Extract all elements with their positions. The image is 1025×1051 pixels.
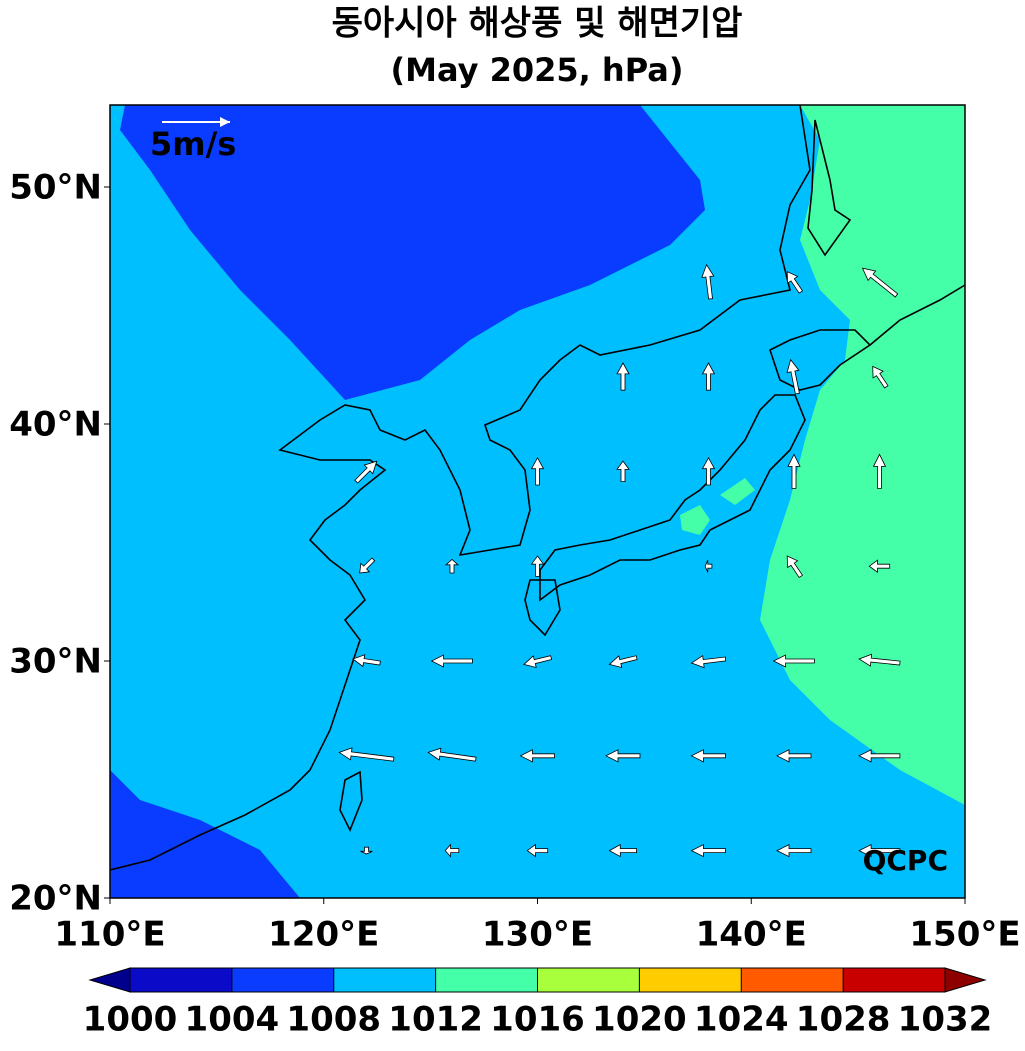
wind-vector (786, 358, 800, 395)
wind-vector (701, 362, 716, 391)
wind-vector (772, 654, 815, 668)
wind-vector (704, 560, 713, 573)
wind-vector (444, 558, 460, 574)
coastline (339, 770, 363, 832)
colorbar-bin (843, 968, 945, 992)
colorbar-under (88, 967, 131, 993)
wind-vector (608, 843, 637, 858)
colorbar-label: 1008 (286, 1000, 381, 1040)
wind-vector (354, 460, 378, 484)
colorbar-bin (130, 968, 232, 992)
coastline (539, 394, 806, 602)
title: 동아시아 해상풍 및 해면기압 (332, 4, 743, 44)
colorbar-label: 1024 (694, 1000, 789, 1040)
coastline (807, 119, 852, 257)
wind-vector (701, 456, 716, 486)
colorbar-label: 1004 (185, 1000, 280, 1040)
wind-vector (444, 843, 460, 858)
colorbar-over (944, 967, 987, 993)
pressure-region (680, 478, 755, 535)
wind-vector (776, 843, 812, 858)
coastline (524, 579, 561, 637)
wind-vector (352, 654, 381, 668)
reference-label: 5m/s (150, 125, 236, 163)
wind-vector (690, 655, 727, 669)
credit: QCPC (863, 844, 948, 877)
wind-vector (605, 749, 641, 763)
wind-vector (868, 559, 891, 573)
wind-vector (858, 749, 901, 763)
pressure-region (110, 770, 300, 898)
pressure-region (760, 105, 965, 805)
wind-vector (608, 655, 638, 669)
lon-tick-label: 110°E (54, 915, 165, 955)
wind-vector (858, 843, 901, 858)
wind-vector (530, 456, 545, 486)
colorbar: 1000 1004 1008 1012 1016 1020 1024 1028 1032 (83, 967, 993, 1040)
wind-vector (519, 749, 555, 763)
colorbar-label: 1020 (592, 1000, 687, 1040)
wind-vector (616, 460, 630, 483)
coastline (869, 284, 965, 346)
map-area (110, 105, 965, 898)
wind-vector (530, 555, 545, 577)
reference-arrow-head (220, 117, 230, 127)
colorbar-label: 1000 (83, 1000, 178, 1040)
wind-vector (526, 843, 549, 858)
colorbar-label: 1028 (796, 1000, 891, 1040)
colorbar-label: 1016 (490, 1000, 585, 1040)
wind-vector (872, 453, 887, 489)
colorbar-bin (435, 968, 538, 992)
colorbar-bin (741, 968, 844, 992)
lon-tick-label: 120°E (268, 915, 379, 955)
wind-vector (776, 749, 812, 763)
colorbar-label: 1012 (388, 1000, 483, 1040)
coastline (769, 329, 872, 391)
wind-vector (872, 365, 889, 389)
subtitle: (May 2025, hPa) (390, 51, 683, 89)
lon-tick-label: 140°E (696, 915, 807, 955)
wind-vector (360, 846, 373, 855)
wind-vector (786, 270, 804, 294)
wind-vector (858, 653, 901, 667)
colorbar-label: 1032 (898, 1000, 993, 1040)
colorbar-bin (537, 968, 640, 992)
lat-tick-label: 40°N (9, 405, 102, 445)
wind-vector (616, 362, 630, 391)
wind-vector (523, 655, 553, 669)
lat-tick-label: 50°N (9, 168, 102, 208)
wind-vector (338, 747, 395, 762)
colorbar-bin (231, 968, 334, 992)
wind-vector (427, 747, 477, 762)
colorbar-bin (333, 968, 436, 992)
wind-vector (786, 555, 804, 579)
coastline (110, 105, 811, 871)
lon-tick-label: 130°E (482, 915, 593, 955)
colorbar-bin (639, 968, 742, 992)
wind-vector (861, 267, 899, 298)
wind-vector (690, 749, 726, 763)
wind-vector (430, 654, 473, 668)
wind-vector (690, 843, 726, 858)
lat-tick-label: 30°N (9, 642, 102, 682)
wind-vector (701, 263, 715, 300)
pressure-region (120, 105, 705, 400)
wind-vector (359, 557, 376, 574)
lon-tick-label: 150°E (909, 915, 1020, 955)
lat-tick-label: 20°N (9, 879, 102, 919)
wind-vector (787, 453, 801, 489)
